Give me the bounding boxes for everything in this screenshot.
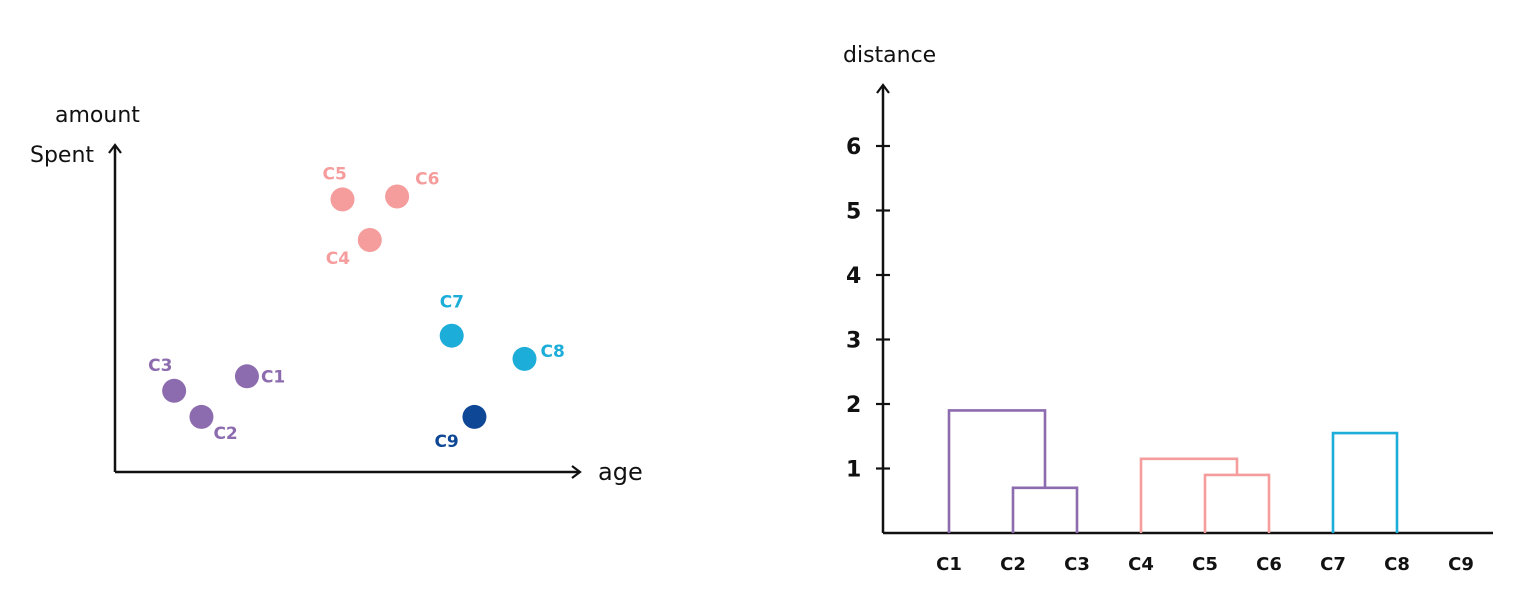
leaf-label-c7: C7 bbox=[1320, 554, 1346, 575]
dendrogram-link bbox=[1331, 431, 1399, 533]
point-label: C6 bbox=[415, 170, 439, 190]
point-label: C3 bbox=[148, 356, 172, 376]
point-label: C9 bbox=[434, 432, 458, 452]
leaf-label-c3: C3 bbox=[1064, 554, 1090, 575]
point-label: C5 bbox=[323, 164, 347, 184]
data-point-c4 bbox=[357, 228, 382, 252]
data-point-c7 bbox=[439, 323, 464, 348]
leaf-label-c9: C9 bbox=[1448, 554, 1474, 575]
data-point-c1 bbox=[234, 364, 259, 389]
dendrogram-link bbox=[947, 409, 1047, 533]
dendrogram-link bbox=[1139, 457, 1239, 533]
data-point-c5 bbox=[330, 187, 355, 212]
y-tick-label: 2 bbox=[846, 393, 861, 418]
data-point-c3 bbox=[162, 378, 187, 403]
leaf-label-c8: C8 bbox=[1384, 554, 1410, 575]
x-axis-label: age bbox=[598, 458, 643, 486]
point-label: C7 bbox=[440, 293, 464, 313]
point-label: C8 bbox=[541, 342, 565, 362]
y-tick-label: 5 bbox=[846, 200, 861, 225]
dendrogram: distance 1 2 3 4 5 6 C1 C2 C3 C4 C5 C6 C7 C8 C9 bbox=[843, 43, 1493, 575]
y-tick-label: 3 bbox=[846, 329, 861, 354]
point-label: C2 bbox=[213, 424, 237, 444]
y-tick-label: 4 bbox=[846, 264, 861, 289]
leaf-label-c5: C5 bbox=[1192, 554, 1218, 575]
leaf-label-c2: C2 bbox=[1000, 554, 1026, 575]
leaf-label-c4: C4 bbox=[1128, 554, 1154, 575]
dendrogram-link bbox=[1203, 473, 1271, 533]
y-tick-label: 1 bbox=[846, 458, 861, 483]
data-point-c9 bbox=[462, 404, 487, 429]
point-label: C1 bbox=[261, 367, 285, 387]
point-label: C4 bbox=[326, 249, 350, 269]
leaf-label-c6: C6 bbox=[1256, 554, 1282, 575]
leaf-label-c1: C1 bbox=[936, 554, 962, 575]
data-point-c2 bbox=[189, 404, 214, 429]
y-tick-label: 6 bbox=[846, 135, 861, 160]
scatter-plot: amount Spent age C1 C2 C3 C4 C5 C6 C7 C8 C9 bbox=[30, 103, 643, 486]
y-axis-label: distance bbox=[843, 43, 936, 68]
dendrogram-link bbox=[1011, 486, 1079, 533]
data-point-c6 bbox=[385, 184, 410, 209]
data-point-c8 bbox=[512, 346, 537, 371]
y-axis-label: amount Spent bbox=[30, 103, 140, 168]
